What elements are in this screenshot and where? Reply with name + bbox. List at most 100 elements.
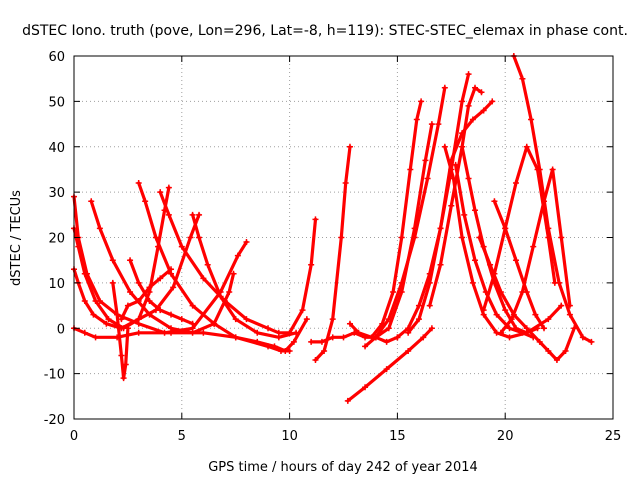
data-point bbox=[512, 325, 519, 332]
series-line bbox=[191, 213, 298, 339]
data-point bbox=[88, 198, 95, 205]
y-tick-label: -20 bbox=[44, 413, 65, 428]
data-point bbox=[536, 338, 543, 345]
data-point bbox=[480, 107, 487, 114]
data-point bbox=[523, 325, 530, 332]
data-point bbox=[493, 311, 500, 318]
data-point bbox=[459, 98, 466, 105]
data-point bbox=[536, 166, 543, 173]
data-point bbox=[232, 316, 239, 323]
data-point bbox=[428, 121, 435, 128]
data-point bbox=[189, 329, 196, 336]
data-point bbox=[398, 234, 405, 241]
data-point bbox=[146, 311, 153, 318]
data-point bbox=[81, 270, 88, 277]
data-point bbox=[157, 189, 164, 196]
data-point bbox=[346, 143, 353, 150]
data-point bbox=[204, 261, 211, 268]
data-point bbox=[506, 325, 513, 332]
data-point bbox=[282, 347, 289, 354]
data-point bbox=[426, 302, 433, 309]
data-point bbox=[299, 307, 306, 314]
data-point bbox=[502, 225, 509, 232]
data-point bbox=[254, 338, 261, 345]
series-line bbox=[346, 326, 434, 403]
data-point bbox=[472, 207, 479, 214]
data-point bbox=[398, 288, 405, 295]
series-line bbox=[512, 54, 594, 344]
series-group bbox=[157, 189, 319, 336]
data-point bbox=[168, 270, 175, 277]
data-point bbox=[491, 198, 498, 205]
data-point bbox=[415, 316, 422, 323]
y-tick-label: 20 bbox=[48, 232, 65, 247]
data-point bbox=[489, 98, 496, 105]
data-point bbox=[545, 225, 552, 232]
data-point bbox=[497, 329, 504, 336]
data-point bbox=[118, 352, 125, 359]
data-point bbox=[318, 338, 325, 345]
data-point bbox=[441, 84, 448, 91]
x-tick-label: 10 bbox=[281, 429, 298, 444]
data-point bbox=[146, 284, 153, 291]
y-tick-label: 50 bbox=[48, 95, 65, 110]
data-point bbox=[512, 257, 519, 264]
data-point bbox=[92, 334, 99, 341]
data-point bbox=[362, 384, 369, 391]
data-point bbox=[293, 329, 300, 336]
data-point bbox=[588, 338, 595, 345]
axis-ticks: 0 5 10 15 20 25 -20 -10 0 10 20 30 40 50 60 bbox=[44, 50, 622, 444]
data-point bbox=[168, 325, 175, 332]
data-point bbox=[566, 302, 573, 309]
x-tick-label: 0 bbox=[70, 429, 78, 444]
y-tick-label: 10 bbox=[48, 277, 65, 292]
y-axis-label: dSTEC / TECUs bbox=[9, 190, 24, 286]
data-point bbox=[510, 311, 517, 318]
data-point bbox=[127, 288, 134, 295]
data-point bbox=[415, 302, 422, 309]
data-point bbox=[394, 334, 401, 341]
data-point bbox=[96, 225, 103, 232]
series-line bbox=[374, 122, 434, 339]
data-point bbox=[558, 234, 565, 241]
data-point bbox=[217, 293, 224, 300]
data-point bbox=[530, 243, 537, 250]
data-point bbox=[312, 216, 319, 223]
series-group bbox=[346, 98, 425, 341]
data-point bbox=[405, 329, 412, 336]
data-point bbox=[303, 316, 310, 323]
data-point bbox=[344, 397, 351, 404]
series-group bbox=[491, 198, 548, 332]
data-point bbox=[196, 211, 203, 218]
data-point bbox=[127, 257, 134, 264]
data-point bbox=[465, 175, 472, 182]
data-point bbox=[541, 325, 548, 332]
data-point bbox=[118, 316, 125, 323]
x-tick-label: 5 bbox=[178, 429, 186, 444]
data-point bbox=[418, 98, 425, 105]
series-line bbox=[348, 99, 423, 339]
data-point bbox=[124, 325, 131, 332]
data-point bbox=[152, 234, 159, 241]
data-point bbox=[232, 334, 239, 341]
series-line bbox=[492, 199, 546, 330]
data-point bbox=[480, 307, 487, 314]
data-point bbox=[346, 320, 353, 327]
data-point bbox=[342, 180, 349, 187]
data-point bbox=[308, 338, 315, 345]
data-point bbox=[390, 288, 397, 295]
series-group bbox=[88, 198, 237, 336]
data-point bbox=[413, 116, 420, 123]
data-point bbox=[558, 302, 565, 309]
data-point bbox=[189, 211, 196, 218]
data-point bbox=[211, 320, 218, 327]
data-point bbox=[135, 279, 142, 286]
data-point bbox=[549, 166, 556, 173]
data-point bbox=[170, 284, 177, 291]
data-point bbox=[122, 361, 129, 368]
data-point bbox=[461, 211, 468, 218]
series-line bbox=[158, 190, 318, 335]
data-point bbox=[189, 320, 196, 327]
data-point bbox=[566, 311, 573, 318]
